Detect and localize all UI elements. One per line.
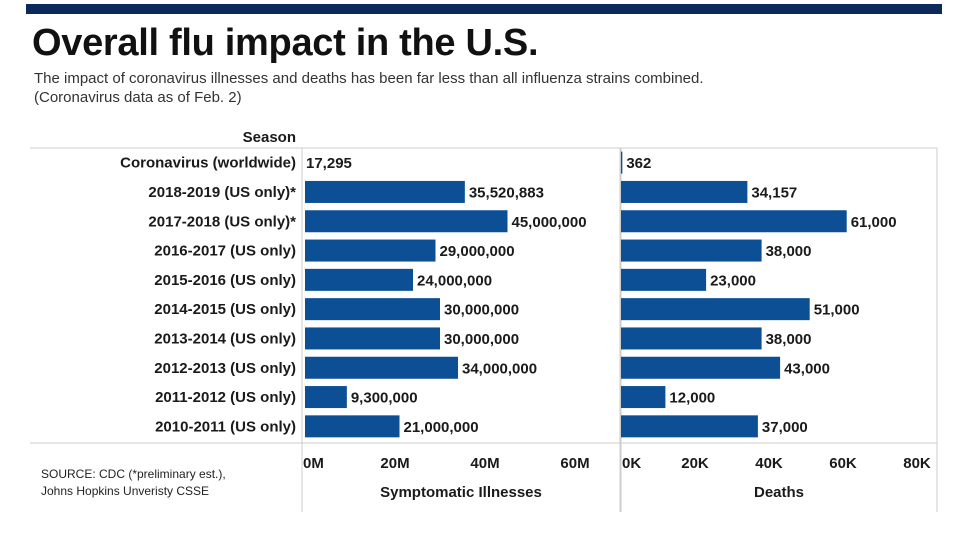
- illnesses-value-label: 30,000,000: [444, 302, 519, 319]
- category-label: 2010-2011 (US only): [155, 418, 296, 435]
- illnesses-bar: [305, 415, 400, 438]
- deaths-value-label: 12,000: [669, 390, 715, 407]
- deaths-value-label: 38,000: [766, 331, 812, 348]
- deaths-value-label: 362: [626, 155, 651, 172]
- illnesses-tick-label: 60M: [560, 455, 589, 472]
- illnesses-value-label: 17,295: [306, 155, 352, 172]
- illnesses-bar: [305, 210, 508, 233]
- source-line-1: SOURCE: CDC (*preliminary est.),: [41, 467, 226, 481]
- deaths-value-label: 61,000: [851, 214, 897, 231]
- deaths-value-label: 43,000: [784, 360, 830, 377]
- illnesses-value-label: 30,000,000: [444, 331, 519, 348]
- deaths-bar: [621, 239, 762, 262]
- illnesses-tick-label: 0M: [303, 455, 324, 472]
- deaths-value-label: 23,000: [710, 272, 756, 289]
- source-line-2: Johns Hopkins Unveristy CSSE: [41, 484, 210, 498]
- deaths-bar: [621, 386, 666, 409]
- illnesses-bar: [305, 327, 440, 350]
- category-label: 2013-2014 (US only): [154, 330, 296, 347]
- deaths-value-label: 34,157: [751, 184, 797, 201]
- deaths-value-label: 37,000: [762, 419, 808, 436]
- deaths-bar: [621, 180, 748, 203]
- deaths-bar: [621, 415, 758, 438]
- illnesses-value-label: 21,000,000: [404, 419, 479, 436]
- deaths-tick-label: 80K: [903, 455, 931, 472]
- subtitle-line-1: The impact of coronavirus illnesses and …: [34, 70, 704, 87]
- illnesses-bar: [305, 268, 413, 291]
- category-label: Coronavirus (worldwide): [120, 155, 296, 172]
- illnesses-value-label: 9,300,000: [351, 390, 418, 407]
- category-label: 2015-2016 (US only): [154, 272, 296, 289]
- deaths-bar: [621, 356, 781, 379]
- deaths-bar: [621, 298, 810, 321]
- subtitle: The impact of coronavirus illnesses and …: [34, 69, 704, 107]
- illnesses-value-label: 34,000,000: [462, 360, 537, 377]
- deaths-axis-title: Deaths: [753, 484, 805, 501]
- deaths-tick-label: 0K: [622, 455, 641, 472]
- illnesses-axis-title: Symptomatic Illnesses: [380, 484, 542, 501]
- deaths-bar: [621, 268, 707, 291]
- category-label: 2018-2019 (US only)*: [148, 184, 296, 201]
- category-label: 2016-2017 (US only): [154, 243, 296, 260]
- deaths-tick-label: 60K: [829, 455, 857, 472]
- deaths-tick-label: 40K: [755, 455, 783, 472]
- deaths-bar: [621, 151, 623, 174]
- page-title: Overall flu impact in the U.S.: [32, 22, 539, 64]
- source-note: SOURCE: CDC (*preliminary est.), Johns H…: [41, 466, 226, 500]
- category-label: 2017-2018 (US only)*: [148, 213, 296, 230]
- category-label: 2014-2015 (US only): [154, 301, 296, 318]
- illnesses-bar: [305, 386, 347, 409]
- illnesses-bar: [305, 239, 436, 262]
- deaths-bar: [621, 210, 847, 233]
- deaths-bar: [621, 327, 762, 350]
- deaths-tick-label: 20K: [681, 455, 709, 472]
- illnesses-bar: [305, 298, 440, 321]
- subtitle-line-2: (Coronavirus data as of Feb. 2): [34, 89, 242, 106]
- illnesses-tick-label: 20M: [380, 455, 409, 472]
- deaths-value-label: 38,000: [766, 243, 812, 260]
- illnesses-tick-label: 40M: [470, 455, 499, 472]
- deaths-value-label: 51,000: [814, 302, 860, 319]
- category-label: 2012-2013 (US only): [154, 360, 296, 377]
- illnesses-value-label: 29,000,000: [440, 243, 515, 260]
- illnesses-bar: [305, 180, 465, 203]
- illnesses-value-label: 45,000,000: [512, 214, 587, 231]
- category-header: Season: [242, 129, 296, 146]
- illnesses-value-label: 35,520,883: [469, 184, 544, 201]
- category-label: 2011-2012 (US only): [155, 389, 296, 406]
- illnesses-bar: [305, 356, 458, 379]
- illnesses-value-label: 24,000,000: [417, 272, 492, 289]
- top-banner: [26, 4, 942, 14]
